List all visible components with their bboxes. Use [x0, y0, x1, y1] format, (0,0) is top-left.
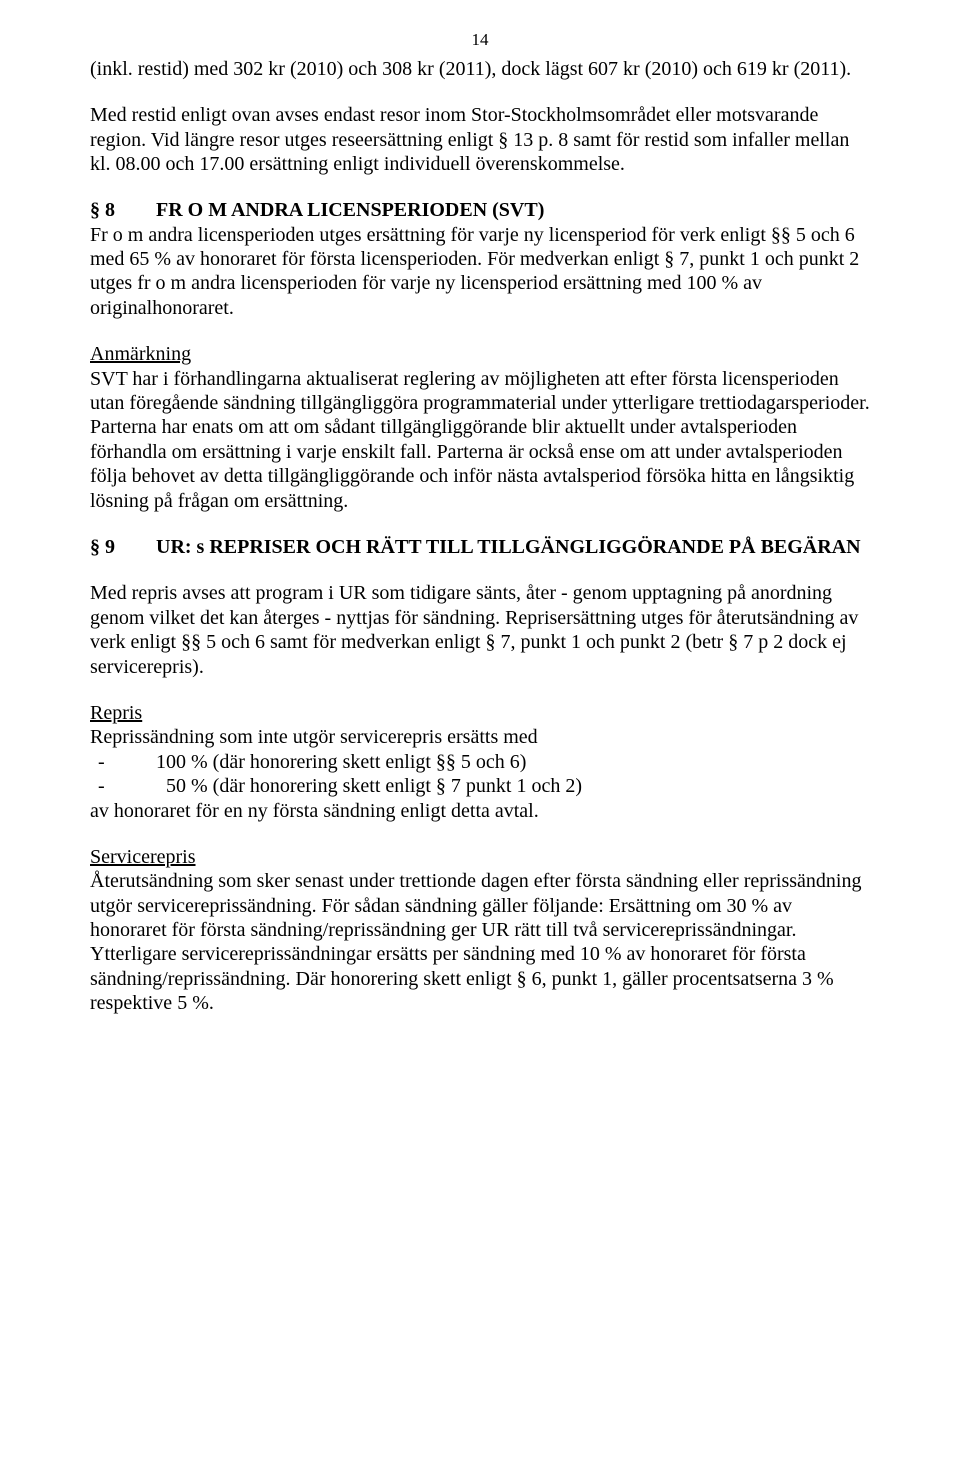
paragraph-5: Med repris avses att program i UR som ti… — [90, 581, 870, 679]
section-8: § 8 FR O M ANDRA LICENSPERIODEN (SVT) Fr… — [90, 198, 870, 320]
paragraph-2: Med restid enligt ovan avses endast reso… — [90, 103, 870, 176]
repris-list-item: - 50 % (där honorering skett enligt § 7 … — [90, 774, 870, 798]
section-8-number: § 8 — [90, 198, 156, 222]
paragraph-6: Återutsändning som sker senast under tre… — [90, 869, 870, 1015]
repris-list-item: - 100 % (där honorering skett enligt §§ … — [90, 750, 870, 774]
dash-icon: - — [90, 750, 156, 774]
repris-item-2-text: 50 % (där honorering skett enligt § 7 pu… — [156, 774, 582, 798]
servicerepris-heading: Servicerepris — [90, 846, 196, 868]
dash-icon: - — [90, 774, 156, 798]
page-number: 14 — [90, 30, 870, 51]
document-page: 14 (inkl. restid) med 302 kr (2010) och … — [0, 0, 960, 1098]
note-block: Anmärkning SVT har i förhandlingarna akt… — [90, 342, 870, 513]
section-9-number: § 9 — [90, 535, 156, 559]
repris-item-1-text: 100 % (där honorering skett enligt §§ 5 … — [156, 750, 526, 774]
repris-heading: Repris — [90, 702, 142, 724]
section-8-title: FR O M ANDRA LICENSPERIODEN (SVT) — [156, 198, 544, 222]
paragraph-3: Fr o m andra licensperioden utges ersätt… — [90, 223, 870, 321]
section-9: § 9 UR: s REPRISER OCH RÄTT TILL TILLGÄN… — [90, 535, 870, 559]
servicerepris-block: Servicerepris Återutsändning som sker se… — [90, 845, 870, 1016]
repris-outro: av honoraret för en ny första sändning e… — [90, 799, 870, 823]
repris-intro: Reprissändning som inte utgör servicerep… — [90, 725, 870, 749]
note-heading: Anmärkning — [90, 343, 191, 365]
paragraph-4: SVT har i förhandlingarna aktualiserat r… — [90, 367, 870, 513]
paragraph-1: (inkl. restid) med 302 kr (2010) och 308… — [90, 57, 870, 81]
repris-block: Repris Reprissändning som inte utgör ser… — [90, 701, 870, 823]
section-9-title: UR: s REPRISER OCH RÄTT TILL TILLGÄNGLIG… — [156, 535, 861, 559]
